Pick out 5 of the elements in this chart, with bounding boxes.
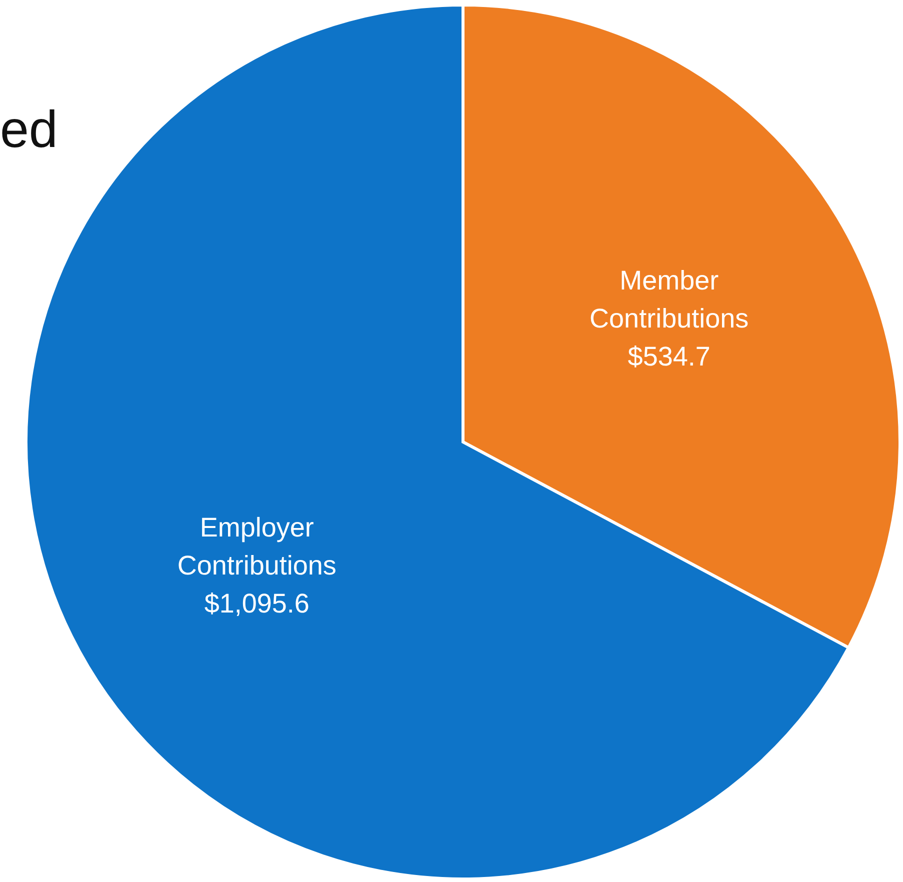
data-label: $534.7 (628, 341, 710, 372)
data-label: $1,095.6 (204, 588, 310, 619)
slice-label: Employer Contributions (177, 512, 336, 581)
text: ed (0, 100, 58, 160)
slice-label: Member Contributions (590, 265, 749, 334)
